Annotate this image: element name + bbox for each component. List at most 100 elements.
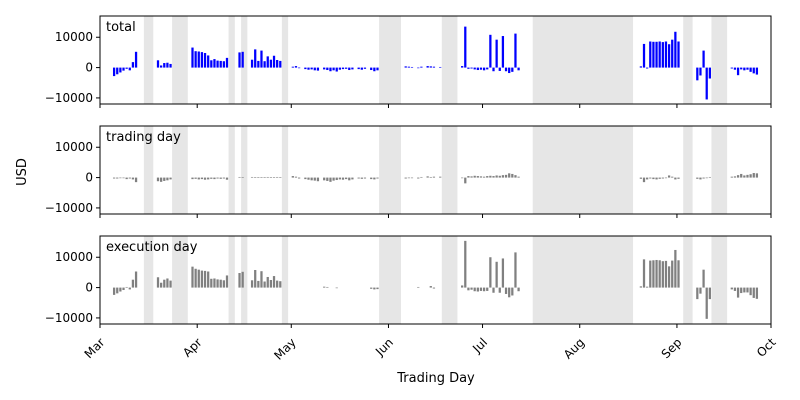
bar bbox=[730, 176, 733, 178]
bar bbox=[263, 177, 266, 178]
bar bbox=[404, 177, 407, 179]
bar bbox=[489, 257, 492, 288]
bar bbox=[514, 175, 517, 178]
bar bbox=[272, 276, 276, 288]
bar bbox=[464, 177, 467, 184]
bar bbox=[652, 177, 655, 180]
bar bbox=[348, 177, 351, 181]
bar bbox=[156, 60, 160, 68]
bar bbox=[269, 280, 273, 288]
bar bbox=[210, 278, 213, 288]
bar bbox=[112, 177, 116, 179]
bar bbox=[257, 280, 260, 288]
bar bbox=[122, 287, 125, 291]
bar bbox=[169, 177, 172, 180]
bar bbox=[250, 176, 254, 178]
bar bbox=[163, 177, 166, 181]
bar bbox=[743, 287, 746, 293]
bar bbox=[429, 286, 432, 288]
bar bbox=[705, 177, 708, 179]
bar bbox=[417, 177, 420, 179]
shaded-period bbox=[441, 16, 458, 104]
bar bbox=[461, 177, 464, 179]
bar bbox=[699, 67, 702, 76]
shaded-period bbox=[143, 126, 154, 214]
bar bbox=[439, 66, 442, 68]
panel-3: 10000 0 −10000 execution day bbox=[45, 235, 772, 328]
bar bbox=[335, 67, 338, 72]
bar bbox=[482, 67, 486, 71]
bar bbox=[495, 39, 498, 68]
bar bbox=[216, 60, 219, 68]
bar bbox=[511, 67, 514, 72]
bar bbox=[743, 67, 746, 71]
bar bbox=[649, 41, 652, 68]
bar bbox=[664, 260, 668, 288]
bar bbox=[238, 273, 241, 288]
bar bbox=[310, 67, 313, 70]
x-axis-label: Trading Day bbox=[396, 371, 475, 386]
bar bbox=[134, 177, 138, 183]
bar bbox=[269, 59, 273, 68]
bar bbox=[696, 287, 699, 300]
bar bbox=[254, 49, 257, 68]
shaded-period bbox=[441, 126, 458, 214]
bar bbox=[163, 63, 166, 68]
panel-label: trading day bbox=[106, 130, 181, 145]
x-tick-label: Mar bbox=[82, 335, 108, 361]
bar bbox=[467, 67, 470, 69]
bar bbox=[338, 177, 341, 180]
bar bbox=[749, 174, 752, 178]
bar bbox=[191, 47, 194, 68]
bar bbox=[222, 280, 225, 288]
bar bbox=[740, 173, 743, 178]
bar bbox=[426, 66, 429, 68]
bar bbox=[495, 261, 498, 288]
bar bbox=[260, 271, 263, 288]
bar bbox=[639, 177, 643, 179]
bar bbox=[495, 175, 498, 178]
bar bbox=[470, 67, 473, 69]
bar bbox=[746, 174, 749, 178]
bar bbox=[119, 177, 122, 179]
bar bbox=[116, 177, 119, 179]
shaded-period bbox=[241, 16, 248, 104]
bar bbox=[207, 271, 210, 288]
bar bbox=[122, 67, 125, 71]
bar bbox=[420, 66, 423, 68]
bar bbox=[740, 67, 743, 70]
shaded-period bbox=[281, 126, 289, 214]
bar bbox=[194, 51, 197, 68]
bar bbox=[241, 271, 244, 288]
bar bbox=[310, 177, 313, 181]
bar bbox=[674, 177, 677, 180]
bar bbox=[200, 270, 204, 288]
bar bbox=[203, 177, 207, 180]
bar bbox=[128, 287, 131, 290]
bar bbox=[373, 67, 376, 72]
bar bbox=[250, 280, 254, 288]
bar bbox=[417, 67, 420, 69]
bar bbox=[169, 63, 172, 68]
bar bbox=[254, 269, 257, 288]
bar bbox=[417, 286, 420, 288]
bar bbox=[125, 177, 128, 180]
bar bbox=[279, 177, 282, 178]
bar bbox=[498, 67, 501, 71]
bar bbox=[652, 41, 655, 68]
bar bbox=[420, 176, 423, 178]
bar bbox=[373, 177, 376, 180]
bar bbox=[134, 51, 138, 68]
shaded-period bbox=[281, 236, 289, 324]
bar bbox=[410, 66, 414, 68]
y-tick-label: −10000 bbox=[45, 91, 93, 105]
bar bbox=[661, 261, 664, 288]
shaded-period bbox=[241, 236, 248, 324]
bar bbox=[351, 67, 354, 70]
bar bbox=[335, 177, 338, 181]
y-tick-label: 10000 bbox=[55, 140, 93, 154]
bar bbox=[677, 41, 680, 68]
bar bbox=[363, 177, 367, 179]
bar bbox=[752, 67, 755, 74]
